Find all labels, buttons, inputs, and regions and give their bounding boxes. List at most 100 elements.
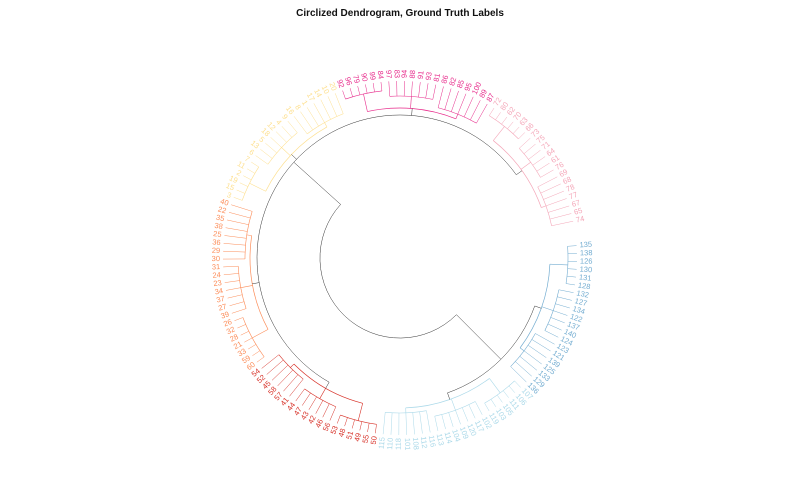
- leaf-branch: [375, 424, 377, 434]
- leaf-branch: [540, 183, 561, 194]
- leaf-label: 128: [577, 280, 591, 291]
- leaf-label: 64: [545, 146, 557, 158]
- leaf-label: 99: [367, 71, 377, 81]
- cluster-branch: [541, 306, 554, 311]
- leaf-branch: [295, 388, 305, 402]
- leaf-branch: [455, 410, 461, 425]
- leaf-branch: [528, 150, 541, 160]
- leaf-branch: [372, 83, 375, 92]
- leaf-label: 97: [384, 70, 394, 79]
- leaf-label: 1: [300, 99, 310, 107]
- leaf-branch: [441, 414, 446, 430]
- leaf-branch: [496, 394, 503, 403]
- leaf-label: 96: [343, 76, 354, 87]
- leaf-label: 43: [299, 410, 311, 422]
- leaf-branch: [240, 331, 249, 336]
- leaf-branch: [567, 245, 577, 247]
- leaf-branch: [229, 301, 245, 306]
- leaf-label: 19: [228, 173, 239, 185]
- group-arc: [249, 235, 269, 330]
- leaf-label: 27: [217, 302, 227, 313]
- upper-branch: [411, 108, 413, 116]
- leaf-label: 113: [435, 433, 446, 447]
- leaf-branch: [329, 406, 337, 421]
- leaf-branch: [536, 162, 550, 172]
- leaf-label: 40: [219, 197, 230, 208]
- leaf-branch: [544, 330, 559, 338]
- leaf-branch: [243, 175, 252, 181]
- leaf-label: 21: [232, 339, 244, 351]
- leaf-label: 132: [576, 288, 590, 299]
- leaf-branch: [489, 107, 495, 116]
- leaf-branch: [260, 149, 273, 159]
- cluster-arc: [510, 333, 536, 367]
- leaf-branch: [382, 412, 386, 435]
- leaf-branch: [246, 168, 256, 174]
- cluster-branch: [451, 398, 456, 411]
- cluster-branch: [489, 378, 501, 394]
- leaf-label: 35: [215, 213, 225, 224]
- leaf-branch: [336, 414, 341, 424]
- leaf-branch: [512, 126, 520, 134]
- leaf-label: 59: [240, 353, 252, 365]
- leaf-label: 112: [419, 436, 429, 449]
- leaf-branch: [484, 403, 490, 412]
- leaf-label: 56: [321, 421, 333, 432]
- leaf-label: 6: [248, 147, 257, 157]
- leaf-branch: [545, 198, 567, 207]
- leaf-label: 24: [212, 270, 221, 280]
- leaf-branch: [555, 303, 570, 309]
- leaf-label: 15: [225, 181, 236, 193]
- leaf-branch: [357, 86, 361, 95]
- leaf-label: 50: [369, 436, 379, 446]
- leaf-label: 137: [566, 319, 581, 332]
- leaf-branch: [223, 265, 239, 268]
- leaf-label: 76: [554, 160, 566, 172]
- leaf-branch: [225, 287, 241, 291]
- cluster-branch: [324, 122, 328, 128]
- leaf-branch: [444, 88, 452, 110]
- root-branch: [456, 314, 478, 337]
- leaf-branch: [532, 156, 546, 166]
- leaf-label: 33: [236, 346, 248, 358]
- leaf-branch: [510, 366, 527, 383]
- leaf-branch: [470, 100, 481, 120]
- leaf-label: 39: [220, 309, 231, 320]
- leaf-label: 95: [462, 81, 473, 92]
- leaf-label: 65: [573, 206, 583, 217]
- cluster-branch: [520, 162, 531, 170]
- cluster-branch: [290, 363, 295, 368]
- leaf-branch: [359, 421, 363, 431]
- cluster-branch: [246, 234, 252, 236]
- cluster-branch: [252, 329, 269, 339]
- leaf-branch: [308, 396, 317, 410]
- cluster-branch: [541, 205, 547, 208]
- leaf-branch: [548, 205, 570, 213]
- leaf-branch: [351, 419, 355, 429]
- chart-title: Circlized Dendrogram, Ground Truth Label…: [296, 8, 504, 19]
- leaf-branch: [248, 344, 257, 350]
- cluster-branch: [493, 126, 505, 141]
- leaf-branch: [518, 132, 525, 140]
- leaf-branch: [508, 385, 515, 393]
- upper-branch: [291, 154, 297, 160]
- leaf-branch: [501, 116, 508, 125]
- leaf-branch: [236, 189, 246, 194]
- cluster-branch: [363, 93, 368, 112]
- leaf-label: 115: [377, 437, 387, 450]
- leaf-label: 138: [580, 248, 593, 257]
- leaf-label: 135: [579, 240, 592, 250]
- leaf-label: 3: [226, 190, 233, 200]
- leaf-branch: [502, 390, 509, 398]
- cluster-branch: [519, 347, 525, 352]
- leaf-branch: [244, 337, 253, 343]
- leaf-branch: [302, 392, 311, 406]
- leaf-branch: [287, 120, 298, 133]
- leaf-label: 116: [427, 435, 438, 448]
- leaf-label: 49: [352, 432, 363, 442]
- cluster-arc: [307, 113, 344, 135]
- leaf-branch: [275, 131, 287, 143]
- leaf-branch: [476, 103, 488, 124]
- leaf-branch: [281, 126, 293, 138]
- leaf-branch: [255, 155, 269, 165]
